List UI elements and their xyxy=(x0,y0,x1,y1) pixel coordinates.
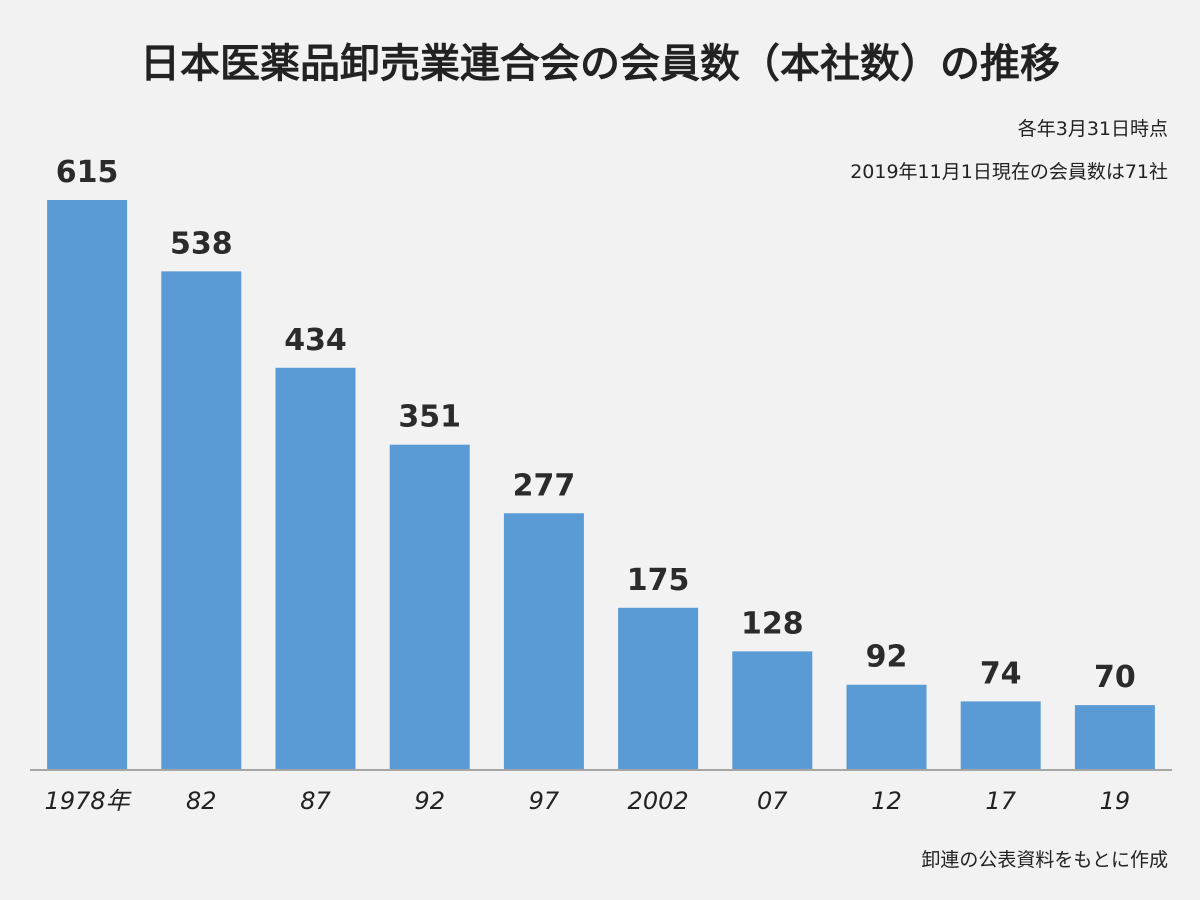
value-label-9: 70 xyxy=(1094,660,1136,695)
value-label-5: 175 xyxy=(627,563,690,598)
bar-7 xyxy=(846,684,927,770)
bar-1 xyxy=(161,271,242,770)
value-label-3: 351 xyxy=(398,400,461,435)
value-label-1: 538 xyxy=(170,226,233,261)
value-label-6: 128 xyxy=(741,606,804,641)
x-tick-label-9: 19 xyxy=(1100,787,1131,815)
bar-2 xyxy=(275,367,356,770)
value-label-8: 74 xyxy=(980,656,1022,691)
x-tick-label-7: 12 xyxy=(871,787,902,815)
chart-title: 日本医薬品卸売業連合会の会員数（本社数）の推移 xyxy=(140,41,1060,87)
value-labels-group: 615 538 434 351 277 175 128 92 74 70 xyxy=(56,155,1136,695)
current-members-note: 2019年11月1日現在の会員数は71社 xyxy=(850,161,1168,183)
x-tick-label-4: 97 xyxy=(529,787,560,815)
source-note: 卸連の公表資料をもとに作成 xyxy=(921,849,1168,871)
bar-4 xyxy=(503,513,584,770)
bar-9 xyxy=(1074,705,1155,770)
x-tick-label-2: 87 xyxy=(300,787,331,815)
bar-6 xyxy=(732,651,813,770)
bar-3 xyxy=(389,444,470,770)
bar-8 xyxy=(960,701,1041,770)
value-label-2: 434 xyxy=(284,323,347,358)
timing-note: 各年3月31日時点 xyxy=(1017,118,1168,140)
value-label-4: 277 xyxy=(513,468,576,503)
x-tick-label-1: 82 xyxy=(186,787,217,815)
bars-group xyxy=(47,200,1155,770)
x-tick-label-5: 2002 xyxy=(628,787,689,815)
bar-0 xyxy=(47,200,128,770)
x-tick-label-8: 17 xyxy=(985,787,1016,815)
x-tick-label-0: 1978年 xyxy=(45,787,133,815)
value-label-7: 92 xyxy=(866,640,908,675)
value-label-0: 615 xyxy=(56,155,119,190)
bar-5 xyxy=(618,607,699,770)
x-tick-label-6: 07 xyxy=(757,787,788,815)
x-tick-label-3: 92 xyxy=(414,787,445,815)
x-tick-labels-group: 1978年 82 87 92 97 2002 07 12 17 19 xyxy=(45,787,1131,815)
